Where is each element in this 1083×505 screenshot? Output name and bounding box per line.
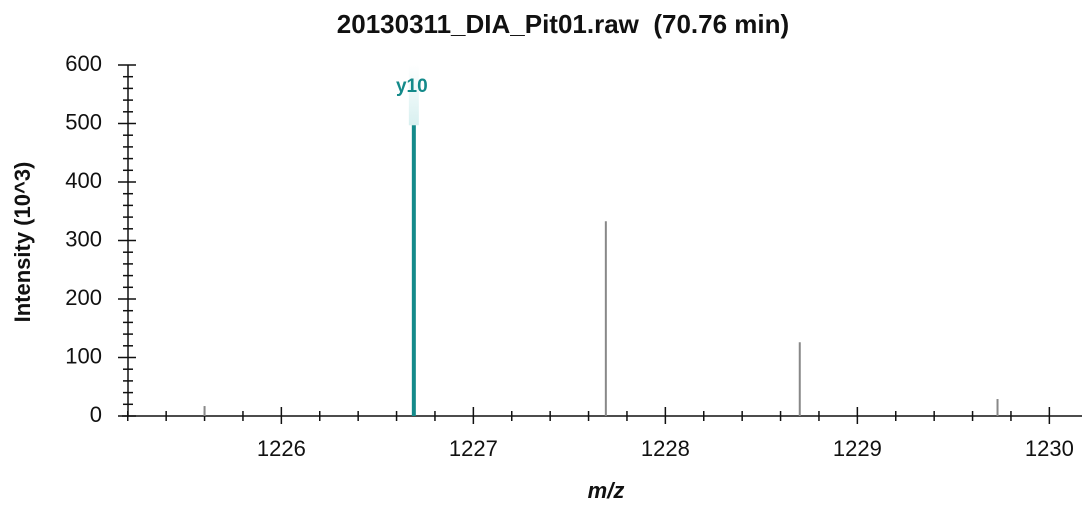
y-tick-label: 0 (90, 402, 102, 427)
y-tick-label: 200 (65, 285, 102, 310)
x-tick-label: 1226 (257, 436, 306, 461)
y-tick-label: 300 (65, 226, 102, 251)
y-tick-label: 600 (65, 51, 102, 76)
x-tick-label: 1228 (641, 436, 690, 461)
x-tick-label: 1230 (1025, 436, 1074, 461)
x-tick-label: 1229 (833, 436, 882, 461)
x-axis-label: m/z (588, 478, 625, 503)
chart-title: 20130311_DIA_Pit01.raw (70.76 min) (337, 9, 789, 39)
y-tick-label: 500 (65, 109, 102, 134)
y-axis-label: Intensity (10^3) (10, 162, 35, 323)
x-tick-label: 1227 (449, 436, 498, 461)
y-tick-label: 100 (65, 343, 102, 368)
y-tick-label: 400 (65, 168, 102, 193)
peak-label: y10 (396, 76, 428, 97)
peak-highlight (408, 65, 419, 126)
